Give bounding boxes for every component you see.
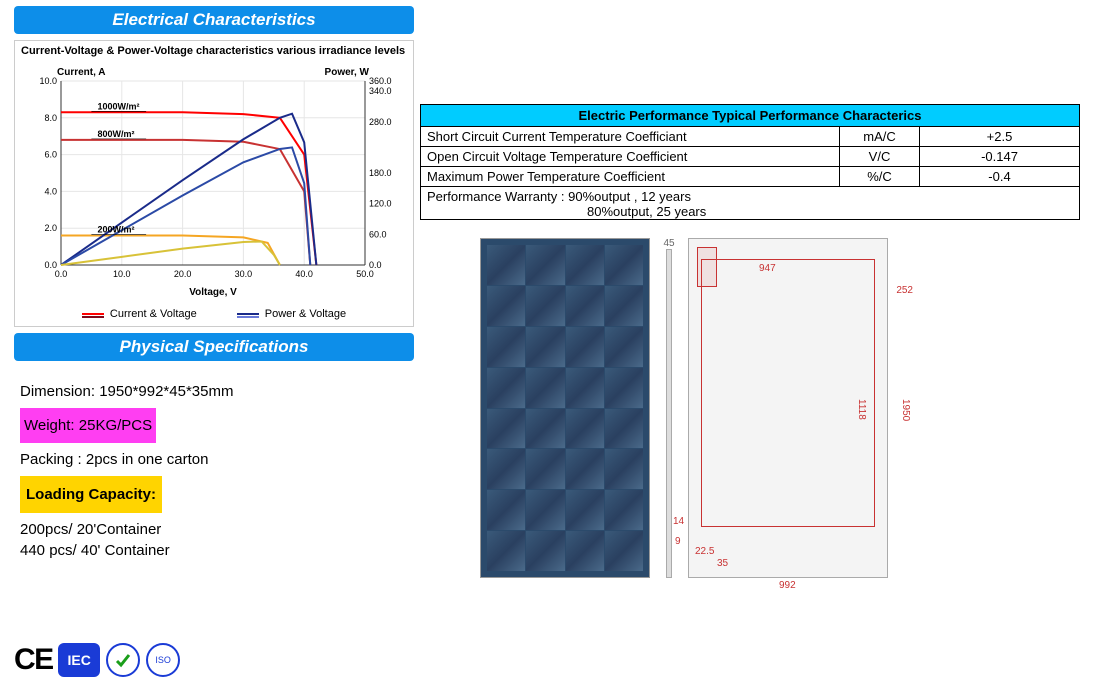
right-panel: Electric Performance Typical Performance… — [420, 104, 1080, 578]
section-header-physical: Physical Specifications — [14, 333, 414, 361]
svg-text:50.0: 50.0 — [356, 269, 374, 279]
chart-title: Current-Voltage & Power-Voltage characte… — [21, 45, 407, 57]
svg-text:1000W/m²: 1000W/m² — [97, 101, 139, 111]
dim-992: 992 — [779, 580, 796, 591]
iec-badge-icon: IEC — [58, 643, 100, 677]
certification-row: C E IEC ISO — [14, 643, 180, 677]
legend-pv-label: Power & Voltage — [265, 308, 346, 320]
cell-grid — [487, 245, 643, 571]
svg-text:800W/m²: 800W/m² — [97, 129, 134, 139]
svg-text:120.0: 120.0 — [369, 199, 392, 209]
dim-top-thickness: 45 — [663, 238, 674, 249]
ce-mark-icon: C E — [14, 643, 52, 677]
table-row: Open Circuit Voltage Temperature Coeffic… — [421, 147, 1080, 167]
dim-35: 35 — [717, 558, 728, 569]
dim-1118: 1118 — [856, 399, 867, 420]
solar-panel-photo — [480, 238, 650, 578]
table-row: Performance Warranty : 90%output , 12 ye… — [421, 187, 1080, 220]
svg-text:Power, W: Power, W — [325, 67, 370, 78]
svg-text:280.0: 280.0 — [369, 117, 392, 127]
svg-text:Current, A: Current, A — [57, 67, 106, 78]
legend-cv-label: Current & Voltage — [110, 308, 197, 320]
svg-text:30.0: 30.0 — [235, 269, 253, 279]
iv-pv-chart: Current-Voltage & Power-Voltage characte… — [14, 40, 414, 327]
svg-text:40.0: 40.0 — [295, 269, 313, 279]
legend-pv: Power & Voltage — [237, 308, 346, 320]
svg-text:0.0: 0.0 — [55, 269, 68, 279]
dim-9: 9 — [675, 536, 681, 547]
panel-images: 45 947 252 1118 1950 9 22.5 35 992 14 — [480, 238, 1080, 578]
chart-svg: 0.010.020.030.040.050.00.02.04.06.08.010… — [21, 61, 405, 301]
table-row: Short Circuit Current Temperature Coeffi… — [421, 127, 1080, 147]
table-row: Maximum Power Temperature Coefficient %/… — [421, 167, 1080, 187]
section-header-electrical: Electrical Characteristics — [14, 6, 414, 34]
dim-947: 947 — [759, 263, 776, 274]
svg-text:180.0: 180.0 — [369, 168, 392, 178]
dim-252: 252 — [896, 285, 913, 296]
svg-text:20.0: 20.0 — [174, 269, 192, 279]
svg-text:340.0: 340.0 — [369, 86, 392, 96]
panel-dimension-drawing: 947 252 1118 1950 9 22.5 35 992 14 — [688, 238, 888, 578]
performance-table: Electric Performance Typical Performance… — [420, 104, 1080, 220]
svg-text:4.0: 4.0 — [44, 186, 57, 196]
warranty-line-1: Performance Warranty : 90%output , 12 ye… — [427, 189, 1073, 204]
svg-text:0.0: 0.0 — [44, 260, 57, 270]
svg-text:10.0: 10.0 — [113, 269, 131, 279]
dim-22-5: 22.5 — [695, 546, 714, 557]
dim-1950: 1950 — [900, 399, 911, 421]
chart-legend: Current & Voltage Power & Voltage — [21, 308, 407, 320]
svg-text:8.0: 8.0 — [44, 113, 57, 123]
svg-text:0.0: 0.0 — [369, 260, 382, 270]
checkmark-badge-icon — [106, 643, 140, 677]
warranty-line-2: 80%output, 25 years — [427, 204, 1073, 219]
legend-cv: Current & Voltage — [82, 308, 197, 320]
svg-text:Voltage, V: Voltage, V — [189, 287, 237, 298]
perf-table-header: Electric Performance Typical Performance… — [421, 105, 1080, 127]
dim-14: 14 — [673, 516, 684, 527]
svg-text:200W/m²: 200W/m² — [97, 225, 134, 235]
svg-text:6.0: 6.0 — [44, 150, 57, 160]
svg-text:60.0: 60.0 — [369, 229, 387, 239]
svg-text:360.0: 360.0 — [369, 76, 392, 86]
svg-text:2.0: 2.0 — [44, 223, 57, 233]
svg-text:10.0: 10.0 — [39, 76, 57, 86]
iso-badge-icon: ISO — [146, 643, 180, 677]
panel-side-view: 45 — [660, 238, 678, 578]
